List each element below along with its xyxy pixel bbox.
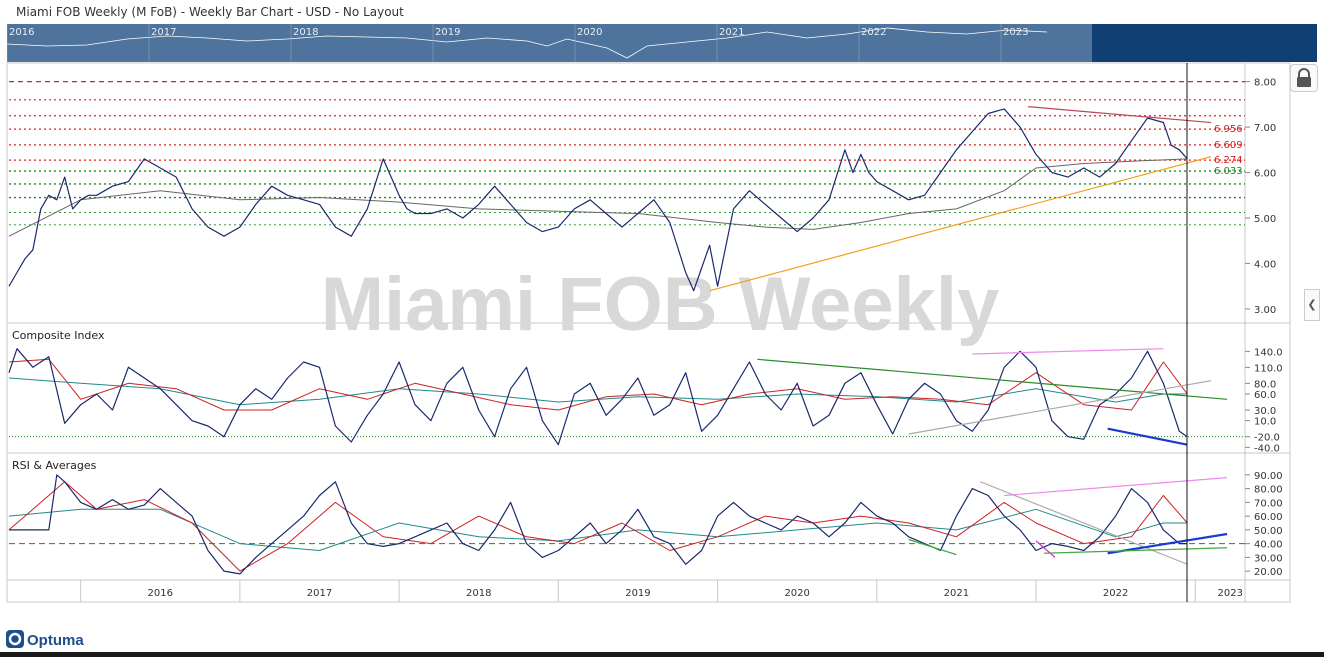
overview-year-labels: 2016 2017 2018 2019 2020 2021 2022 2023 [7,24,1028,62]
y-tick-label: 80.00 [1254,485,1283,496]
rsi-panel-title: RSI & Averages [12,459,97,472]
overview-year-label: 2016 [9,27,34,38]
trendline[interactable] [709,156,1212,292]
footer-bar [0,652,1324,657]
overview-line [7,27,1048,59]
overview-year-label: 2020 [577,27,602,38]
x-tick-label: 2017 [307,588,332,599]
level-label: 6.274 [1214,155,1243,166]
optuma-logo-icon: Optuma [6,630,84,649]
level-label: 6.956 [1214,124,1243,135]
x-tick-label: 2016 [148,588,173,599]
y-tick-label: 30.00 [1254,553,1283,564]
series-line [8,108,1188,292]
trendline[interactable] [1035,540,1056,558]
level-label: 6.609 [1214,140,1243,151]
rsi-panel: 20.00 30.00 40.00 50.00 60.00 70.00 80.00 90.00 [8,471,1283,578]
overview-year-label: 2022 [861,27,886,38]
composite-panel-title: Composite Index [12,329,105,342]
trendline[interactable] [972,348,1164,355]
x-tick-label: 2020 [784,588,809,599]
y-tick-label: 8.00 [1254,78,1276,89]
x-tick-label: 2018 [466,588,491,599]
series-line [8,481,1188,572]
x-tick-label: 2021 [944,588,969,599]
y-tick-label: -40.0 [1254,443,1280,454]
overview-year-label: 2018 [293,27,318,38]
y-tick-label: 3.00 [1254,305,1276,316]
y-tick-label: 90.00 [1254,471,1283,482]
y-tick-label: 60.00 [1254,512,1283,523]
overview-year-label: 2023 [1003,27,1028,38]
rsi-panel-frame [6,452,1291,581]
overview-year-label: 2017 [151,27,176,38]
window-title: Miami FOB Weekly (M FoB) - Weekly Bar Ch… [16,5,404,19]
y-tick-label: 70.00 [1254,498,1283,509]
composite-panel: -40.0-20.0 10.030.0 60.080.0 110.0 140.0 [8,347,1283,454]
overview-selection[interactable] [1092,24,1317,62]
watermark: Miami FOB Weekly [321,262,1000,347]
y-tick-label: 80.0 [1254,379,1276,390]
footer-logo: Optuma [6,628,96,650]
time-axis: 2016 2017 2018 2019 2020 2021 2022 2023 [80,580,1243,602]
trendline[interactable] [1107,532,1228,555]
y-tick-label: 5.00 [1254,214,1276,225]
price-levels [9,81,1245,226]
series-line [8,508,1188,551]
trendline[interactable] [1107,427,1188,446]
y-tick-label: 30.0 [1254,406,1276,417]
y-tick-label: 4.00 [1254,259,1276,270]
x-tick-label: 2019 [625,588,650,599]
time-axis-frame [6,579,1291,603]
y-tick-label: 6.00 [1254,169,1276,180]
y-tick-label: 60.0 [1254,390,1276,401]
series-line [8,158,1188,237]
lock-icon [1297,68,1311,87]
series-line [8,358,1188,411]
y-tick-label: 50.00 [1254,526,1283,537]
price-panel: 3.00 4.00 5.00 6.00 7.00 8.00 6.956 6.609 6.2746… [8,78,1276,316]
trendline[interactable] [1043,547,1228,554]
trendline[interactable] [908,538,957,556]
overview-year-label: 2019 [435,27,460,38]
y-tick-label: 7.00 [1254,123,1276,134]
brand-name: Optuma [27,632,84,649]
trendline[interactable] [1027,106,1212,124]
trendline[interactable] [1004,477,1228,497]
x-tick-label: 2022 [1103,588,1128,599]
y-tick-label: 140.0 [1254,347,1283,358]
series-line [9,474,1188,575]
level-label: 6.033 [1214,166,1243,177]
y-tick-label: 40.00 [1254,540,1283,551]
lock-button[interactable] [1290,64,1318,92]
y-tick-label: 10.0 [1254,417,1276,428]
expand-panel-button[interactable]: ❮ [1304,289,1320,321]
overview-year-label: 2021 [719,27,744,38]
chevron-left-icon: ❮ [1307,298,1317,311]
series-line [8,377,1188,406]
trendline[interactable] [757,358,1228,400]
y-tick-label: -20.0 [1254,433,1280,444]
y-tick-label: 20.00 [1254,567,1283,578]
x-tick-label: 2023 [1218,588,1243,599]
overview-navigator[interactable]: 2016 2017 2018 2019 2020 2021 2022 2023 [7,24,1317,62]
series-line [8,348,1188,446]
y-tick-label: 110.0 [1254,363,1283,374]
trendline[interactable] [908,380,1212,435]
